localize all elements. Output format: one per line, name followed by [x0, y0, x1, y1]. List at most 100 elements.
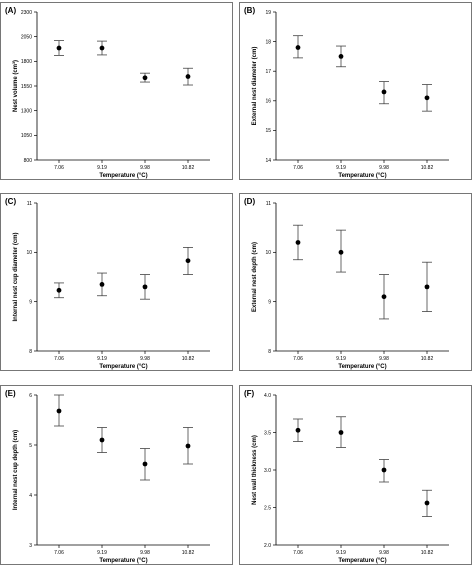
data-point [142, 284, 148, 290]
y-tick-label: 4 [29, 493, 32, 499]
chart-panel: (B) 14 15 16 17 18 19 7.06 9.19 9.98 10.82 Temperat… [239, 2, 472, 180]
x-tick-label: 10.82 [182, 356, 195, 362]
panel-label: (D) [244, 197, 255, 206]
y-tick-label: 2.0 [264, 543, 271, 549]
x-tick-label: 9.98 [379, 165, 389, 171]
x-tick-label: 9.19 [336, 165, 346, 171]
data-point [338, 249, 344, 255]
y-axis-label: Nest wall thickness (cm) [252, 435, 258, 505]
x-tick-label: 7.06 [54, 165, 64, 171]
x-tick-label: 9.98 [379, 550, 389, 556]
data-point [56, 45, 62, 51]
x-tick-label: 10.82 [182, 165, 195, 171]
panel-border [0, 2, 233, 180]
data-point [56, 287, 62, 293]
x-tick-label: 9.19 [336, 550, 346, 556]
y-tick-label: 14 [265, 158, 271, 164]
data-point [295, 427, 301, 433]
y-tick-label: 16 [265, 99, 271, 105]
panel-label: (A) [5, 6, 16, 15]
panel-border [0, 385, 233, 565]
panel-border [239, 385, 472, 565]
data-point [142, 461, 148, 467]
x-tick-label: 9.98 [140, 165, 150, 171]
data-point [338, 430, 344, 435]
y-tick-label: 10 [265, 250, 271, 256]
data-point [295, 45, 301, 50]
panel-border [0, 193, 233, 371]
x-tick-label: 7.06 [293, 550, 303, 556]
y-tick-label: 1300 [21, 108, 32, 114]
data-point [424, 284, 430, 290]
y-tick-label: 8 [268, 349, 271, 355]
chart-panel: (A) 800 1050 1300 1550 1800 2050 2300 7.06 9.19 9.… [0, 2, 233, 180]
data-point [99, 45, 105, 51]
x-tick-label: 7.06 [54, 356, 64, 362]
y-tick-label: 4.0 [264, 393, 271, 399]
x-tick-label: 7.06 [54, 550, 64, 556]
data-point [99, 282, 105, 287]
y-tick-label: 9 [268, 299, 271, 305]
y-tick-label: 15 [265, 128, 271, 134]
x-tick-label: 9.19 [97, 165, 107, 171]
x-tick-label: 10.82 [182, 550, 195, 556]
y-tick-label: 18 [265, 39, 271, 45]
data-point [424, 500, 430, 506]
y-tick-label: 800 [24, 158, 33, 164]
x-tick-label: 9.98 [140, 356, 150, 362]
y-tick-label: 10 [26, 250, 32, 256]
x-axis-label: Temperature (°C) [99, 364, 147, 370]
y-tick-label: 1550 [21, 84, 32, 90]
data-point [381, 89, 387, 95]
y-axis-label: Nest volume (cm³) [12, 60, 19, 112]
x-axis-label: Temperature (°C) [338, 558, 386, 564]
y-tick-label: 2.5 [264, 505, 271, 511]
data-point [338, 54, 344, 59]
y-tick-label: 6 [29, 393, 32, 399]
y-tick-label: 1800 [21, 59, 32, 65]
x-axis-label: Temperature (°C) [338, 173, 386, 179]
x-tick-label: 7.06 [293, 356, 303, 362]
x-axis-label: Temperature (°C) [338, 364, 386, 370]
x-tick-label: 9.98 [140, 550, 150, 556]
y-axis-label: External nest depth (cm) [252, 242, 258, 312]
y-tick-label: 11 [27, 201, 32, 207]
y-tick-label: 5 [29, 443, 32, 449]
panel-label: (F) [244, 389, 255, 398]
chart-panel: (E) 3 4 5 6 7.06 9.19 9.98 10.82 Temperature (°C)… [0, 385, 233, 565]
data-point [56, 408, 62, 414]
x-tick-label: 9.19 [97, 550, 107, 556]
y-tick-label: 8 [29, 349, 32, 355]
y-axis-label: Internal nest cup diameter (cm) [13, 232, 19, 321]
x-tick-label: 10.82 [421, 550, 434, 556]
data-point [99, 437, 105, 443]
panel-label: (B) [244, 6, 255, 15]
y-tick-label: 3.5 [264, 430, 271, 436]
y-tick-label: 11 [266, 201, 271, 207]
data-point [424, 95, 430, 101]
data-point [381, 467, 387, 473]
data-point [295, 240, 301, 245]
data-point [185, 443, 191, 449]
x-axis-label: Temperature (°C) [99, 558, 147, 564]
x-tick-label: 10.82 [421, 165, 434, 171]
panel-label: (C) [5, 197, 16, 206]
y-tick-label: 2300 [21, 10, 32, 16]
panel-border [239, 193, 472, 371]
x-axis-label: Temperature (°C) [99, 173, 147, 179]
x-tick-label: 10.82 [421, 356, 434, 362]
panel-border [239, 2, 472, 180]
x-tick-label: 9.19 [336, 356, 346, 362]
panel-label: (E) [5, 389, 16, 398]
y-axis-label: External nest diameter (cm) [252, 47, 258, 126]
x-tick-label: 9.98 [379, 356, 389, 362]
y-tick-label: 19 [265, 10, 271, 16]
y-tick-label: 3.0 [264, 468, 271, 474]
data-point [381, 294, 387, 300]
data-point [185, 258, 191, 264]
y-tick-label: 1050 [21, 133, 32, 139]
x-tick-label: 9.19 [97, 356, 107, 362]
y-tick-label: 9 [29, 299, 32, 305]
y-tick-label: 2050 [21, 34, 32, 40]
